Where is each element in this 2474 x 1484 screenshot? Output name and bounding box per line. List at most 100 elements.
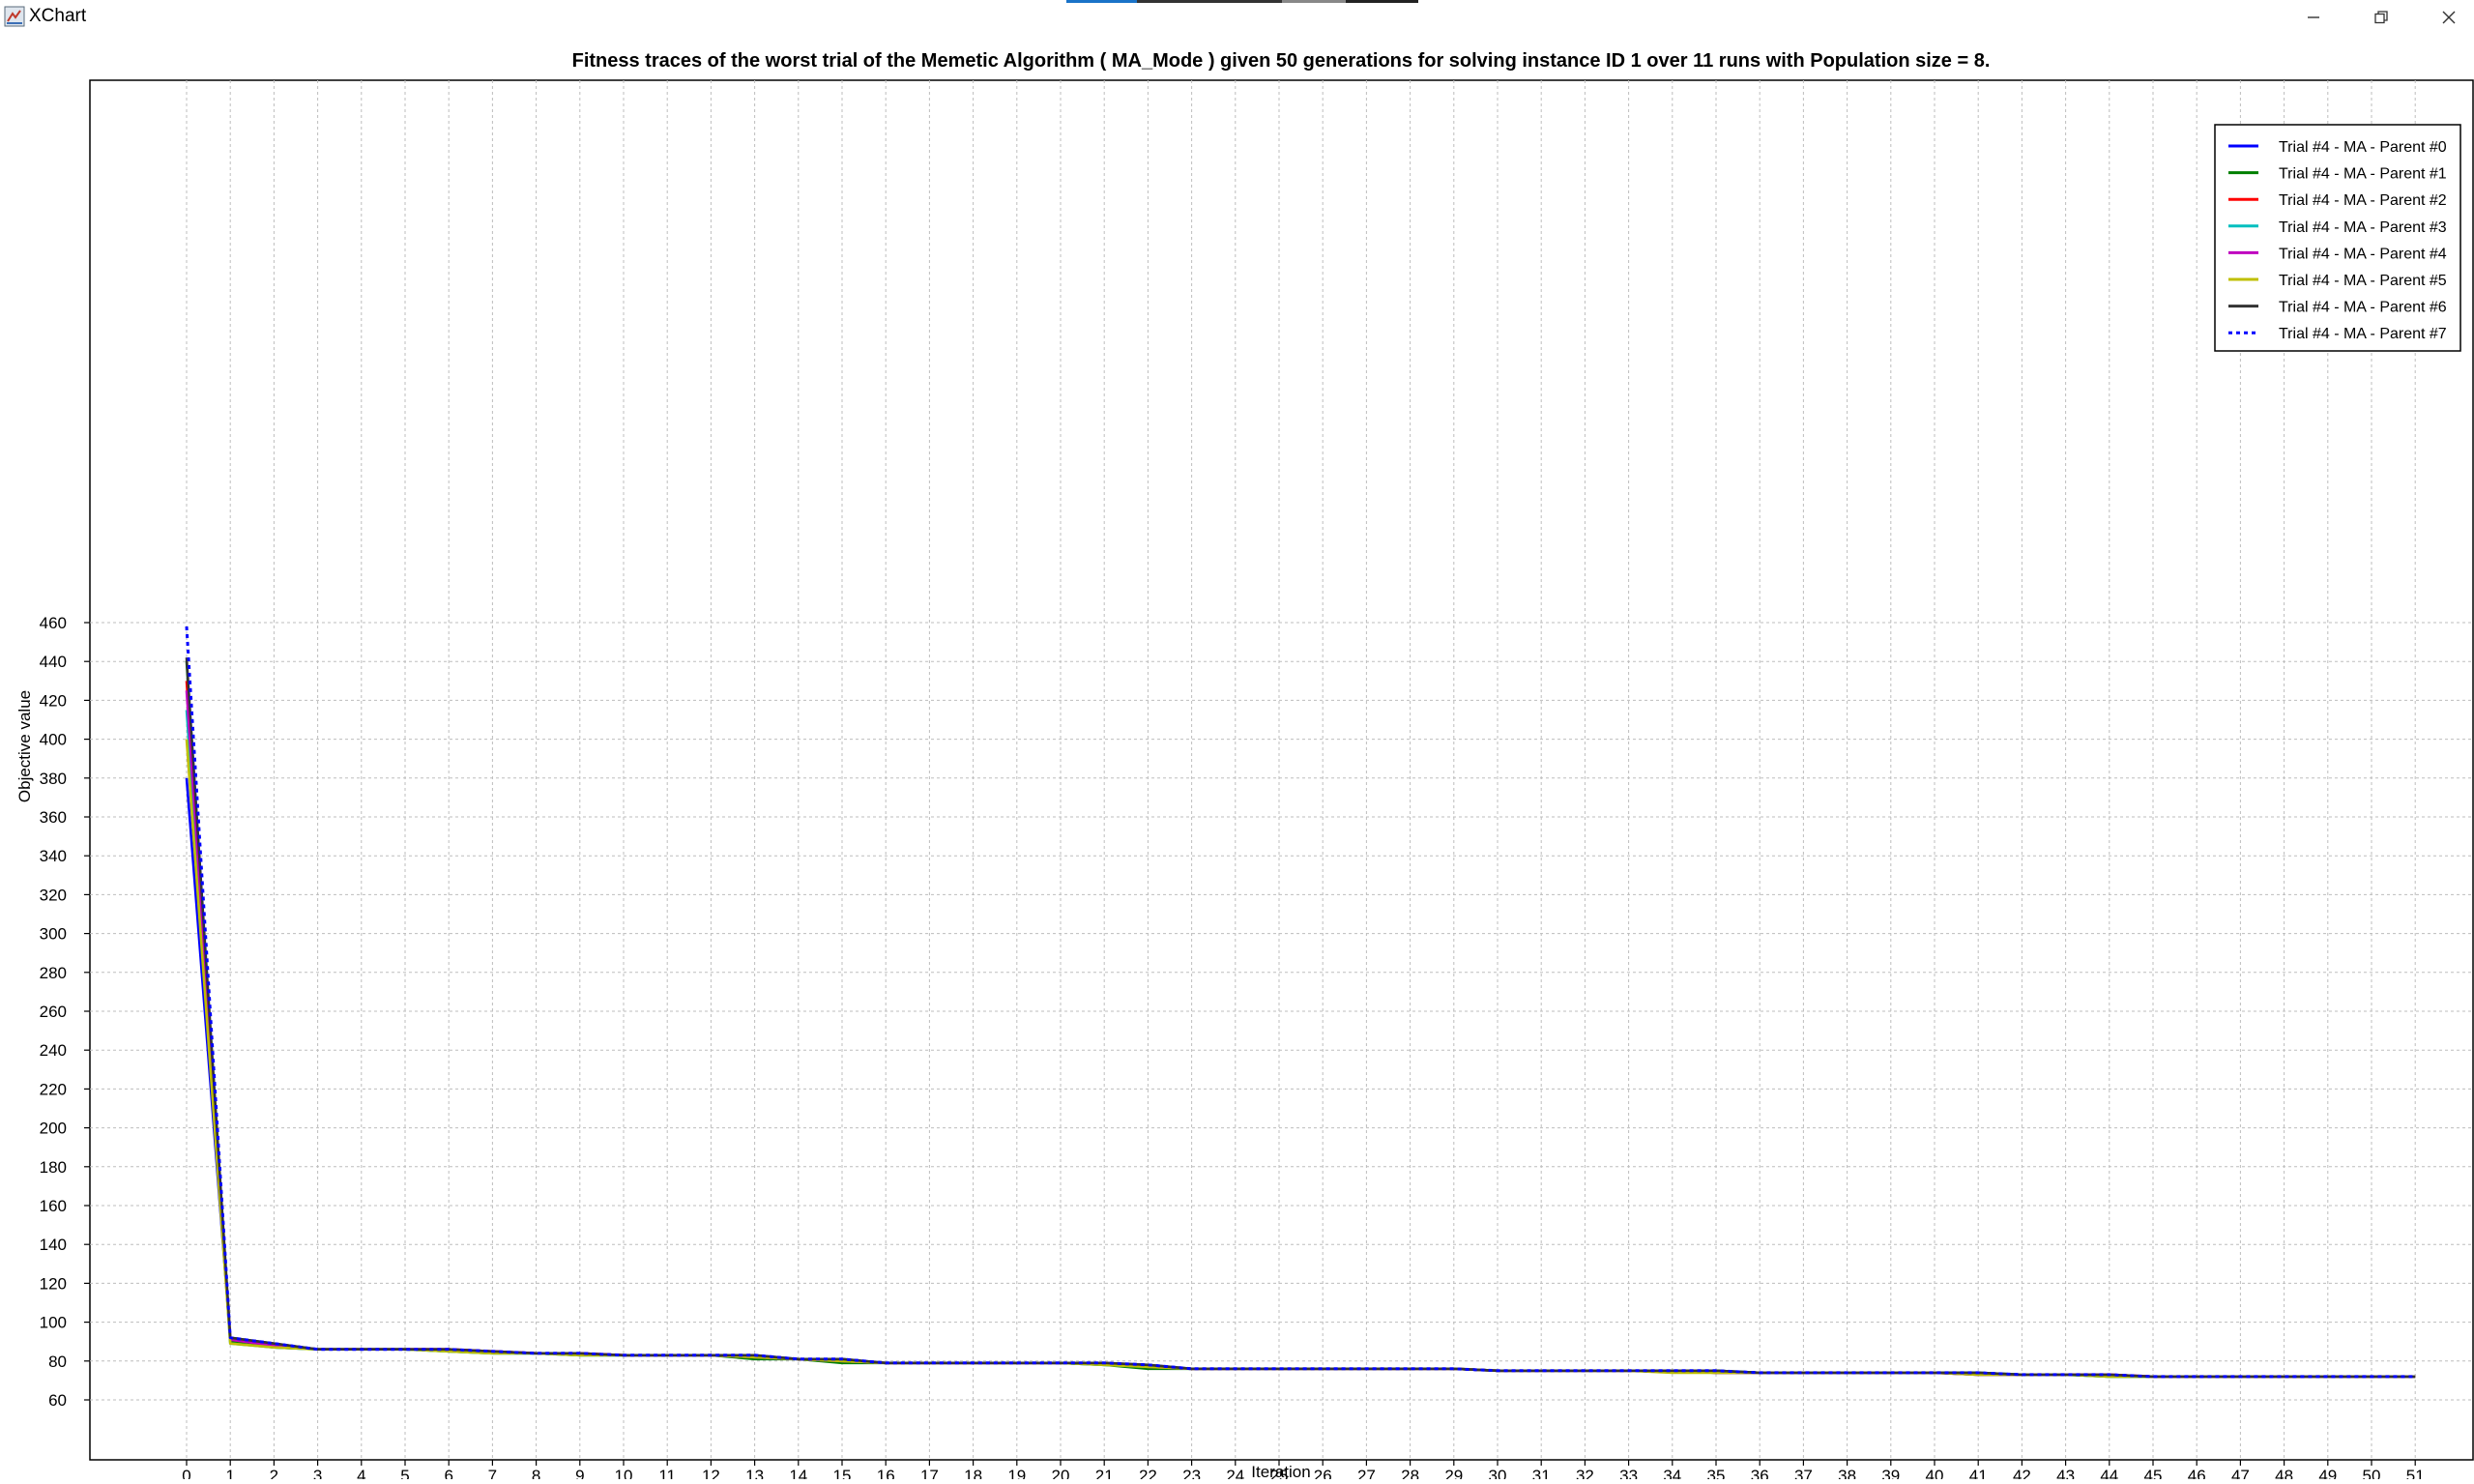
legend-label: Trial #4 - MA - Parent #6 xyxy=(2279,300,2447,316)
y-tick-label: 420 xyxy=(40,691,67,710)
y-tick-label: 140 xyxy=(40,1236,67,1254)
x-tick-label: 0 xyxy=(182,1467,190,1479)
series-line-parent-6 xyxy=(185,657,2416,1379)
x-tick-label: 30 xyxy=(1489,1467,1507,1479)
x-tick-label: 32 xyxy=(1576,1467,1594,1479)
x-tick-label: 43 xyxy=(2056,1467,2075,1479)
x-tick-label: 20 xyxy=(1052,1467,1070,1479)
x-tick-label: 17 xyxy=(920,1467,939,1479)
x-tick-label: 14 xyxy=(789,1467,807,1479)
x-tick-label: 42 xyxy=(2013,1467,2031,1479)
y-tick-label: 440 xyxy=(40,653,67,671)
x-tick-label: 50 xyxy=(2363,1467,2381,1479)
close-button[interactable] xyxy=(2415,0,2474,35)
y-tick-label: 240 xyxy=(40,1041,67,1060)
x-tick-label: 38 xyxy=(1838,1467,1856,1479)
x-tick-label: 13 xyxy=(745,1467,764,1479)
x-tick-label: 39 xyxy=(1881,1467,1900,1479)
x-tick-label: 28 xyxy=(1401,1467,1419,1479)
y-tick-label: 100 xyxy=(40,1314,67,1332)
x-tick-label: 8 xyxy=(532,1467,540,1479)
y-tick-label: 300 xyxy=(40,925,67,944)
x-tick-label: 46 xyxy=(2188,1467,2206,1479)
minimize-button[interactable] xyxy=(2280,0,2347,35)
x-tick-label: 15 xyxy=(833,1467,852,1479)
line-chart: Fitness traces of the worst trial of the… xyxy=(15,50,2474,1484)
x-tick-label: 45 xyxy=(2144,1467,2163,1479)
y-tick-label: 280 xyxy=(40,964,67,982)
legend-label: Trial #4 - MA - Parent #4 xyxy=(2279,246,2447,262)
chart-panel: Fitness traces of the worst trial of the… xyxy=(0,35,2474,1484)
x-tick-label: 36 xyxy=(1751,1467,1769,1479)
grid xyxy=(90,80,2473,1460)
legend: Trial #4 - MA - Parent #0 Trial #4 - MA -… xyxy=(2214,124,2461,352)
x-tick-label: 27 xyxy=(1357,1467,1376,1479)
x-tick-label: 40 xyxy=(1926,1467,1944,1479)
y-tick-label: 340 xyxy=(40,847,67,865)
x-tick-label: 23 xyxy=(1182,1467,1201,1479)
x-tick-label: 51 xyxy=(2406,1467,2425,1479)
legend-label: Trial #4 - MA - Parent #0 xyxy=(2279,139,2447,156)
x-tick-label: 1 xyxy=(225,1467,234,1479)
y-tick-label: 80 xyxy=(48,1353,67,1371)
y-tick-label: 60 xyxy=(48,1391,67,1410)
y-tick-label: 160 xyxy=(40,1197,67,1215)
legend-label: Trial #4 - MA - Parent #2 xyxy=(2279,192,2447,209)
x-tick-label: 47 xyxy=(2231,1467,2250,1479)
x-tick-label: 7 xyxy=(488,1467,497,1479)
legend-label: Trial #4 - MA - Parent #5 xyxy=(2279,273,2447,289)
x-tick-label: 24 xyxy=(1226,1467,1244,1479)
title-bar: XChart xyxy=(0,0,2474,35)
x-tick-label: 11 xyxy=(658,1467,676,1479)
x-tick-label: 33 xyxy=(1619,1467,1638,1479)
legend-box xyxy=(2214,124,2461,352)
y-tick-label: 120 xyxy=(40,1274,67,1293)
x-axis-label: Iteration xyxy=(1251,1463,1310,1479)
java-app-icon xyxy=(4,6,25,27)
y-axis-label: Objective value xyxy=(15,690,34,802)
restore-icon xyxy=(2374,11,2388,24)
x-tick-label: 48 xyxy=(2275,1467,2293,1479)
x-tick-label: 21 xyxy=(1095,1467,1114,1479)
y-tick-label: 180 xyxy=(40,1158,67,1177)
x-tick-label: 34 xyxy=(1663,1467,1681,1479)
y-tick-label: 380 xyxy=(40,770,67,788)
y-tick-label: 260 xyxy=(40,1003,67,1021)
x-tick-label: 49 xyxy=(2318,1467,2337,1479)
y-tick-label: 320 xyxy=(40,886,67,904)
chart-title: Fitness traces of the worst trial of the… xyxy=(572,50,1991,72)
y-tick-label: 460 xyxy=(40,614,67,632)
y-axis: 60 80 100 120 140 160 180 200 220 240 260 280 300 320… xyxy=(40,614,90,1410)
legend-label: Trial #4 - MA - Parent #3 xyxy=(2279,219,2447,236)
minimize-icon xyxy=(2308,16,2319,18)
window-title: XChart xyxy=(29,6,87,26)
x-tick-label: 3 xyxy=(313,1467,322,1479)
plot-area xyxy=(89,79,2474,1461)
x-tick-label: 41 xyxy=(1969,1467,1988,1479)
close-icon xyxy=(2442,11,2456,24)
x-tick-label: 10 xyxy=(615,1467,633,1479)
x-tick-label: 19 xyxy=(1007,1467,1026,1479)
y-tick-label: 400 xyxy=(40,731,67,749)
x-tick-label: 2 xyxy=(270,1467,278,1479)
y-tick-label: 200 xyxy=(40,1120,67,1138)
y-tick-label: 220 xyxy=(40,1080,67,1098)
x-tick-label: 37 xyxy=(1794,1467,1813,1479)
series-lines xyxy=(185,626,2416,1379)
x-tick-label: 31 xyxy=(1532,1467,1551,1479)
x-tick-label: 4 xyxy=(357,1467,365,1479)
x-tick-label: 16 xyxy=(877,1467,895,1479)
x-tick-label: 5 xyxy=(400,1467,409,1479)
x-tick-label: 29 xyxy=(1444,1467,1463,1479)
x-tick-label: 18 xyxy=(964,1467,982,1479)
x-tick-label: 26 xyxy=(1314,1467,1332,1479)
y-tick-label: 360 xyxy=(40,808,67,827)
x-tick-label: 9 xyxy=(575,1467,584,1479)
x-tick-label: 44 xyxy=(2100,1467,2118,1479)
restore-button[interactable] xyxy=(2347,0,2415,35)
x-tick-label: 12 xyxy=(702,1467,720,1479)
x-tick-label: 22 xyxy=(1139,1467,1157,1479)
x-tick-label: 35 xyxy=(1707,1467,1726,1479)
legend-label: Trial #4 - MA - Parent #7 xyxy=(2279,326,2447,342)
x-tick-label: 6 xyxy=(444,1467,452,1479)
